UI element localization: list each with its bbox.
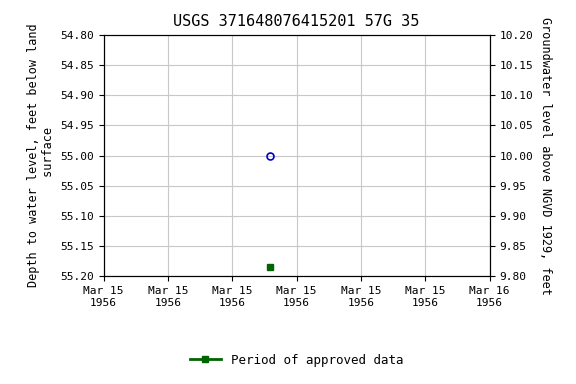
Legend: Period of approved data: Period of approved data (185, 349, 408, 372)
Y-axis label: Groundwater level above NGVD 1929, feet: Groundwater level above NGVD 1929, feet (539, 17, 552, 295)
Y-axis label: Depth to water level, feet below land
 surface: Depth to water level, feet below land su… (26, 24, 55, 287)
Title: USGS 371648076415201 57G 35: USGS 371648076415201 57G 35 (173, 14, 420, 29)
